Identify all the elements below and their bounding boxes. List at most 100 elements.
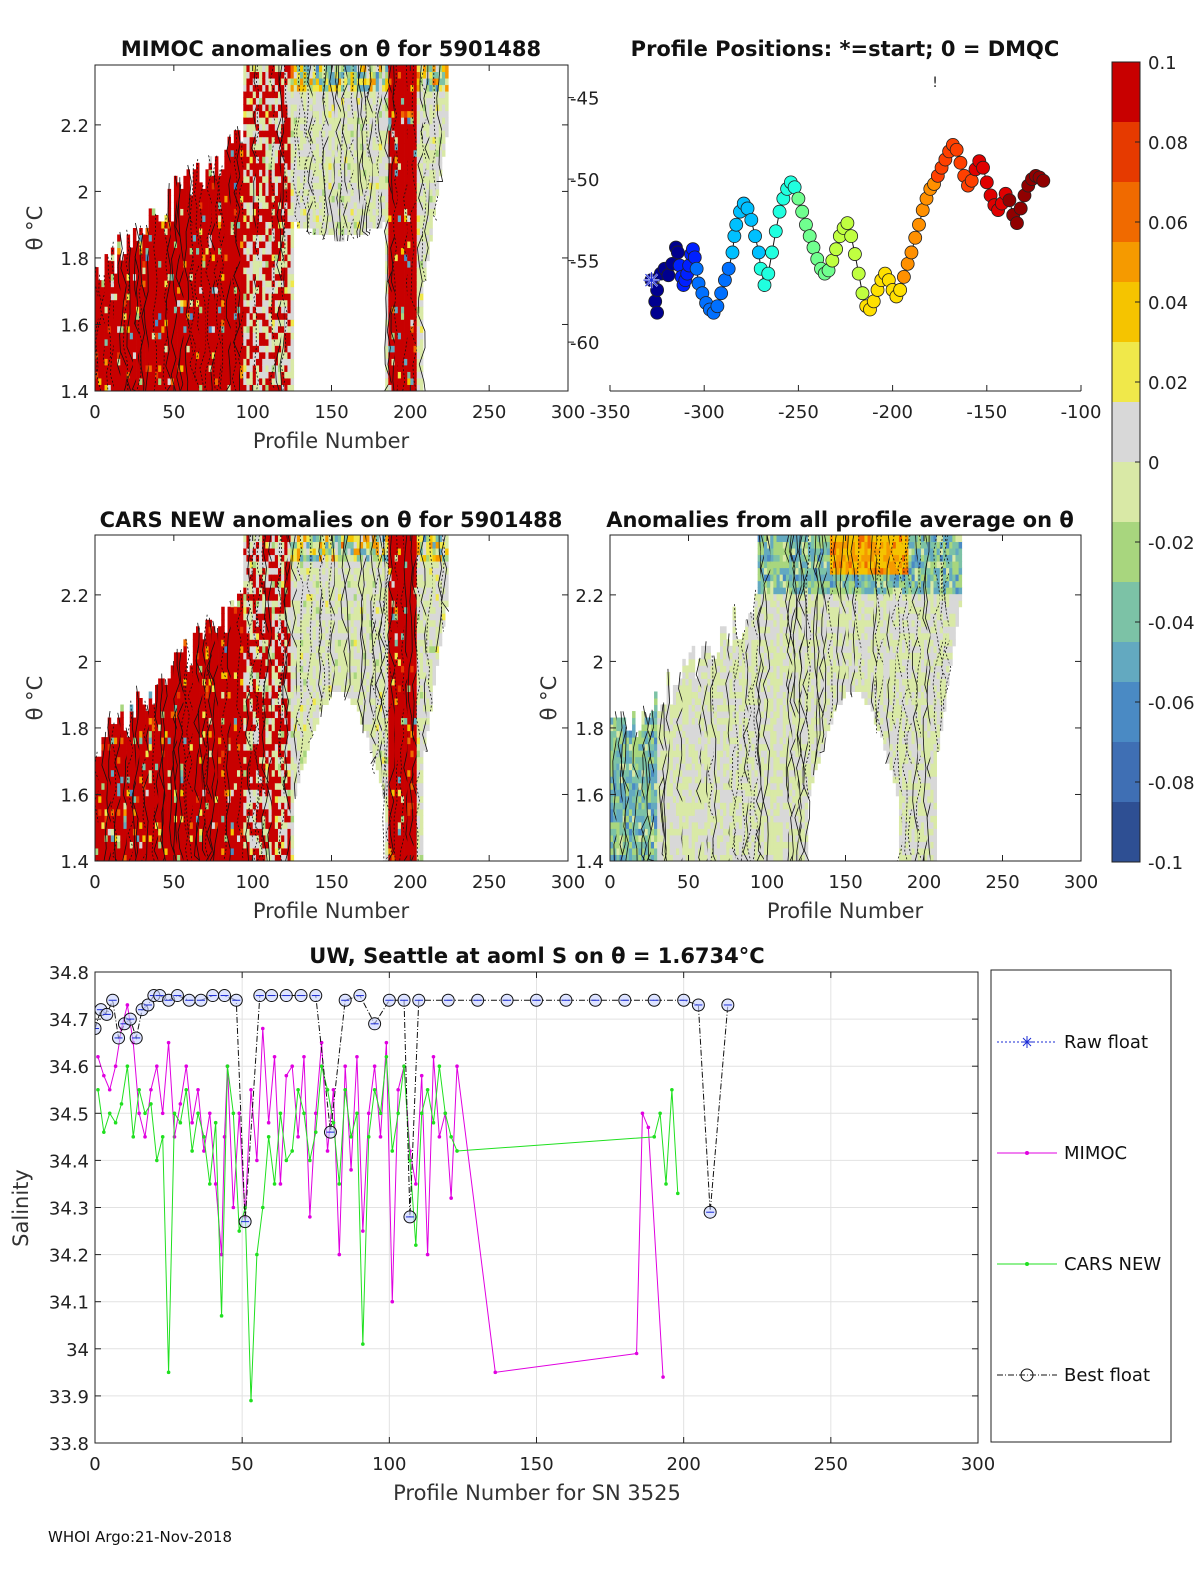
heat-cell xyxy=(277,221,282,229)
heat-cell xyxy=(173,756,178,764)
heat-cell xyxy=(164,241,168,249)
heat-cell xyxy=(110,776,115,784)
heat-cell xyxy=(113,364,118,372)
heat-cell xyxy=(243,286,247,294)
profile-position-marker xyxy=(740,201,755,216)
heat-cell xyxy=(148,763,153,771)
heat-cell xyxy=(359,143,364,151)
heat-cell xyxy=(214,241,219,249)
heat-cell xyxy=(240,234,244,242)
heat-cell xyxy=(208,384,213,391)
heat-cell xyxy=(192,254,197,262)
heat-cell xyxy=(195,286,200,294)
heat-cell xyxy=(148,247,153,255)
heat-cell xyxy=(186,763,191,771)
heat-cell xyxy=(277,123,282,131)
heat-cell xyxy=(98,371,102,379)
heat-cell xyxy=(177,704,181,712)
heat-cell xyxy=(445,84,449,92)
heat-cell xyxy=(353,208,358,216)
heat-cell xyxy=(186,841,191,849)
heat-cell xyxy=(271,208,276,216)
heat-cell xyxy=(208,345,213,353)
heat-cell xyxy=(214,156,219,164)
heat-cell xyxy=(180,345,184,353)
heat-cell xyxy=(265,78,269,86)
colorbar: 0.10.080.060.040.020-0.02-0.04-0.06-0.08… xyxy=(1111,53,1195,874)
heat-cell xyxy=(211,371,216,379)
heat-cell xyxy=(123,293,127,301)
heat-cell xyxy=(218,208,222,216)
heat-cell xyxy=(262,201,266,209)
heat-cell xyxy=(189,228,194,236)
heat-cell xyxy=(429,143,433,151)
heat-cell xyxy=(177,286,181,294)
heat-cell xyxy=(344,130,348,138)
heat-cell xyxy=(391,280,395,288)
heat-cell xyxy=(107,821,112,829)
heat-cell xyxy=(183,854,187,861)
heat-cell xyxy=(132,332,137,340)
heat-cell xyxy=(158,286,162,294)
heat-cell xyxy=(394,162,399,170)
heat-cell xyxy=(183,299,187,307)
heat-cell xyxy=(218,228,222,236)
heat-cell xyxy=(139,841,143,849)
heat-cell xyxy=(441,123,446,131)
heat-cell xyxy=(382,149,386,157)
heat-cell xyxy=(221,293,225,301)
heat-cell xyxy=(101,286,105,294)
heat-cell xyxy=(148,854,153,861)
heat-cell xyxy=(246,273,250,281)
heat-cell xyxy=(192,358,197,366)
heat-cell xyxy=(259,325,263,333)
heat-cell xyxy=(366,65,370,73)
heat-cell xyxy=(180,815,184,823)
heat-cell xyxy=(167,319,172,327)
heat-cell xyxy=(400,221,405,229)
heat-cell xyxy=(410,364,414,372)
heat-cell xyxy=(423,182,427,190)
heat-cell xyxy=(334,214,339,222)
heat-cell xyxy=(180,188,184,196)
heat-cell xyxy=(271,234,276,242)
heat-cell xyxy=(120,756,124,764)
heat-cell xyxy=(306,136,310,144)
heat-cell xyxy=(186,698,191,706)
heat-cell xyxy=(341,78,345,86)
heat-cell xyxy=(388,156,392,164)
heat-cell xyxy=(404,384,408,391)
heat-cell xyxy=(224,221,228,229)
contour-line xyxy=(274,65,283,391)
heat-cell xyxy=(230,260,235,268)
heat-cell xyxy=(123,743,127,751)
heat-cell xyxy=(435,156,440,164)
heat-cell xyxy=(98,338,102,346)
heat-cell xyxy=(192,854,197,861)
heat-cell xyxy=(287,325,291,333)
heat-cell xyxy=(170,834,175,842)
heat-cell xyxy=(170,286,175,294)
heat-cell xyxy=(290,162,295,170)
heat-cell xyxy=(375,117,380,125)
heat-cell xyxy=(177,306,181,314)
heat-cell xyxy=(132,377,137,385)
heat-cell xyxy=(429,84,433,92)
heat-cell xyxy=(199,260,203,268)
heat-cell xyxy=(136,769,140,777)
heat-cell xyxy=(378,169,383,177)
heat-cell xyxy=(252,325,257,333)
heat-cell xyxy=(189,345,194,353)
heat-cell xyxy=(268,136,273,144)
heat-cell xyxy=(195,704,200,712)
heat-cell xyxy=(350,214,354,222)
heat-cell xyxy=(227,228,232,236)
heat-cell xyxy=(394,130,399,138)
heat-cell xyxy=(287,175,291,183)
heat-cell xyxy=(120,711,124,719)
heat-cell xyxy=(236,371,241,379)
heat-cell xyxy=(334,104,339,112)
heat-cell xyxy=(366,117,370,125)
heat-cell xyxy=(107,789,112,797)
heat-cell xyxy=(363,214,367,222)
